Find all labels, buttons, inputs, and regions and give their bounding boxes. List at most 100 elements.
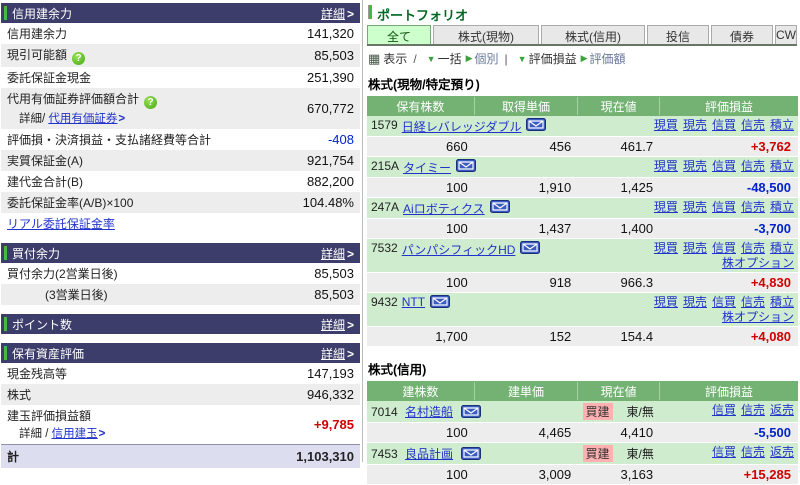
market-label: 東/無 — [626, 447, 654, 461]
summary-row: 買付余力(2営業日後) 85,503 — [7, 266, 354, 281]
action-buy-margin[interactable]: 信買 — [711, 403, 736, 417]
stock-link[interactable]: NTT — [401, 295, 426, 309]
action-sell-cash[interactable]: 現売 — [682, 200, 707, 214]
action-repay-sell[interactable]: 返売 — [769, 445, 794, 459]
individual-toggle[interactable]: 個別 — [474, 52, 499, 66]
triangle-down-icon: ▼ — [426, 53, 436, 64]
stock-value-row: 100 918 966.3 +4,830 — [367, 273, 798, 293]
tab-stock-cash[interactable]: 株式(現物) — [433, 25, 539, 44]
margin-stocks-title: 株式(信用) — [368, 363, 427, 377]
stock-name-row: 247A Aiロボティクス 現買 現売 信買 信売 積立 — [367, 198, 798, 219]
stock-value-row: 100 4,465 4,410 -5,500 — [367, 423, 798, 443]
tab-cw[interactable]: CW — [775, 25, 797, 44]
help-icon[interactable]: ? — [144, 96, 158, 109]
mail-alert-icon[interactable] — [461, 447, 482, 463]
help-icon[interactable]: ? — [72, 52, 86, 65]
action-sell-margin[interactable]: 信売 — [740, 403, 765, 417]
summary-row: (3営業日後) 85,503 — [1, 284, 360, 305]
action-sell-margin[interactable]: 信売 — [740, 200, 765, 214]
action-buy-margin[interactable]: 信買 — [711, 241, 736, 255]
tab-funds[interactable]: 投信 — [647, 25, 709, 44]
action-sell-margin[interactable]: 信売 — [740, 159, 765, 173]
mail-alert-icon[interactable] — [461, 405, 482, 421]
stock-link[interactable]: 良品計画 — [405, 447, 454, 461]
action-sell-margin[interactable]: 信売 — [740, 445, 765, 459]
action-repay-sell[interactable]: 返売 — [769, 403, 794, 417]
pnl-toggle[interactable]: 評価損益 — [528, 52, 577, 66]
section-title: 保有資産評価 — [12, 346, 85, 361]
action-buy-margin[interactable]: 信買 — [711, 295, 736, 309]
stock-value-row: 100 1,437 1,400 -3,700 — [367, 219, 798, 239]
summary-row: 代用有価証券評価額合計? 詳細/ 代用有価証券> 670,772 — [1, 88, 360, 129]
collateral-detail-link[interactable]: 代用有価証券 — [48, 113, 118, 125]
summary-row: 建玉評価損益額 詳細 / 信用建玉> +9,785 — [7, 409, 354, 440]
mail-alert-icon[interactable] — [456, 159, 477, 175]
stock-link[interactable]: タイミー — [403, 161, 452, 175]
detail-link[interactable]: 詳細 > — [320, 346, 354, 361]
chevron-right-icon: > — [346, 317, 354, 332]
action-buy-cash[interactable]: 現買 — [653, 118, 678, 132]
mail-alert-icon[interactable] — [430, 295, 451, 311]
section-header-asset-valuation: 保有資産評価 詳細 > — [1, 343, 360, 363]
portfolio-panel: ポートフォリオ 全て 株式(現物) 株式(信用) 投信 債券 CW ▦ 表示 /… — [363, 0, 800, 485]
tab-bonds[interactable]: 債券 — [711, 25, 773, 44]
action-buy-cash[interactable]: 現買 — [653, 200, 678, 214]
action-sell-cash[interactable]: 現売 — [682, 159, 707, 173]
detail-link[interactable]: 詳細 > — [320, 6, 354, 21]
action-buy-cash[interactable]: 現買 — [653, 241, 678, 255]
action-accumulate[interactable]: 積立 — [769, 241, 794, 255]
stock-link[interactable]: 名村造船 — [405, 405, 454, 419]
realtime-margin-ratio-link-row: リアル委託保証金率 — [1, 213, 360, 234]
valuation-toggle[interactable]: 評価額 — [589, 52, 626, 66]
action-sell-margin[interactable]: 信売 — [740, 295, 765, 309]
triangle-down-icon: ▼ — [517, 53, 527, 64]
portfolio-tabs: 全て 株式(現物) 株式(信用) 投信 債券 CW — [367, 25, 797, 46]
action-sell-cash[interactable]: 現売 — [682, 118, 707, 132]
action-buy-cash[interactable]: 現買 — [653, 159, 678, 173]
action-sell-margin[interactable]: 信売 — [740, 241, 765, 255]
summary-row: 現金残高等 147,193 — [7, 366, 354, 381]
mail-alert-icon[interactable] — [526, 118, 547, 134]
cash-table-header: 保有株数 取得単価 現在値 評価損益 — [367, 96, 798, 116]
stock-name-row: 7014 名村造船 買建 東/無 信買 信売 返売 — [367, 401, 798, 423]
action-stock-option[interactable]: 株オプション — [721, 256, 794, 270]
detail-link[interactable]: 詳細 > — [320, 317, 354, 332]
action-buy-margin[interactable]: 信買 — [711, 200, 736, 214]
stock-link[interactable]: パンパシフィックHD — [401, 243, 516, 257]
summary-row: 信用建余力 141,320 — [7, 26, 354, 41]
position-type-badge: 買建 — [582, 445, 613, 462]
margin-table-header: 建株数 建単価 現在値 評価損益 — [367, 381, 798, 401]
account-summary-panel: 信用建余力 詳細 > 信用建余力 141,320 現引可能額? 85,503 委託… — [0, 0, 363, 468]
action-accumulate[interactable]: 積立 — [769, 118, 794, 132]
summary-row: 委託保証金率(A/B)×100 104.48% — [1, 192, 360, 213]
action-sell-cash[interactable]: 現売 — [682, 241, 707, 255]
action-sell-cash[interactable]: 現売 — [682, 295, 707, 309]
action-stock-option[interactable]: 株オプション — [721, 310, 794, 324]
section-title: 信用建余力 — [12, 6, 73, 21]
action-accumulate[interactable]: 積立 — [769, 200, 794, 214]
stock-name-row: 7532 パンパシフィックHD 現買 現売 信買 信売 積立 株オプション — [367, 239, 798, 273]
action-accumulate[interactable]: 積立 — [769, 295, 794, 309]
table-view-icon: ▦ — [368, 50, 381, 66]
action-sell-margin[interactable]: 信売 — [740, 118, 765, 132]
stock-value-row: 660 456 461.7 +3,762 — [367, 137, 798, 157]
action-buy-margin[interactable]: 信買 — [711, 118, 736, 132]
action-buy-margin[interactable]: 信買 — [711, 445, 736, 459]
batch-toggle[interactable]: 一括 — [437, 52, 462, 66]
action-accumulate[interactable]: 積立 — [769, 159, 794, 173]
stock-link[interactable]: 日経レバレッジダブル — [401, 120, 522, 134]
tab-all[interactable]: 全て — [367, 25, 431, 44]
chevron-right-icon: > — [346, 246, 354, 261]
detail-link[interactable]: 詳細 > — [320, 246, 354, 261]
stock-link[interactable]: Aiロボティクス — [403, 202, 485, 216]
action-buy-cash[interactable]: 現買 — [653, 295, 678, 309]
action-buy-margin[interactable]: 信買 — [711, 159, 736, 173]
section-title: 買付余力 — [12, 246, 61, 261]
mail-alert-icon[interactable] — [520, 241, 541, 257]
tab-stock-margin[interactable]: 株式(信用) — [541, 25, 645, 44]
mail-alert-icon[interactable] — [489, 200, 510, 216]
margin-positions-detail-link[interactable]: 信用建玉 — [51, 428, 98, 440]
realtime-margin-ratio-link[interactable]: リアル委託保証金率 — [7, 217, 115, 231]
stock-value-row: 1,700 152 154.4 +4,080 — [367, 327, 798, 347]
